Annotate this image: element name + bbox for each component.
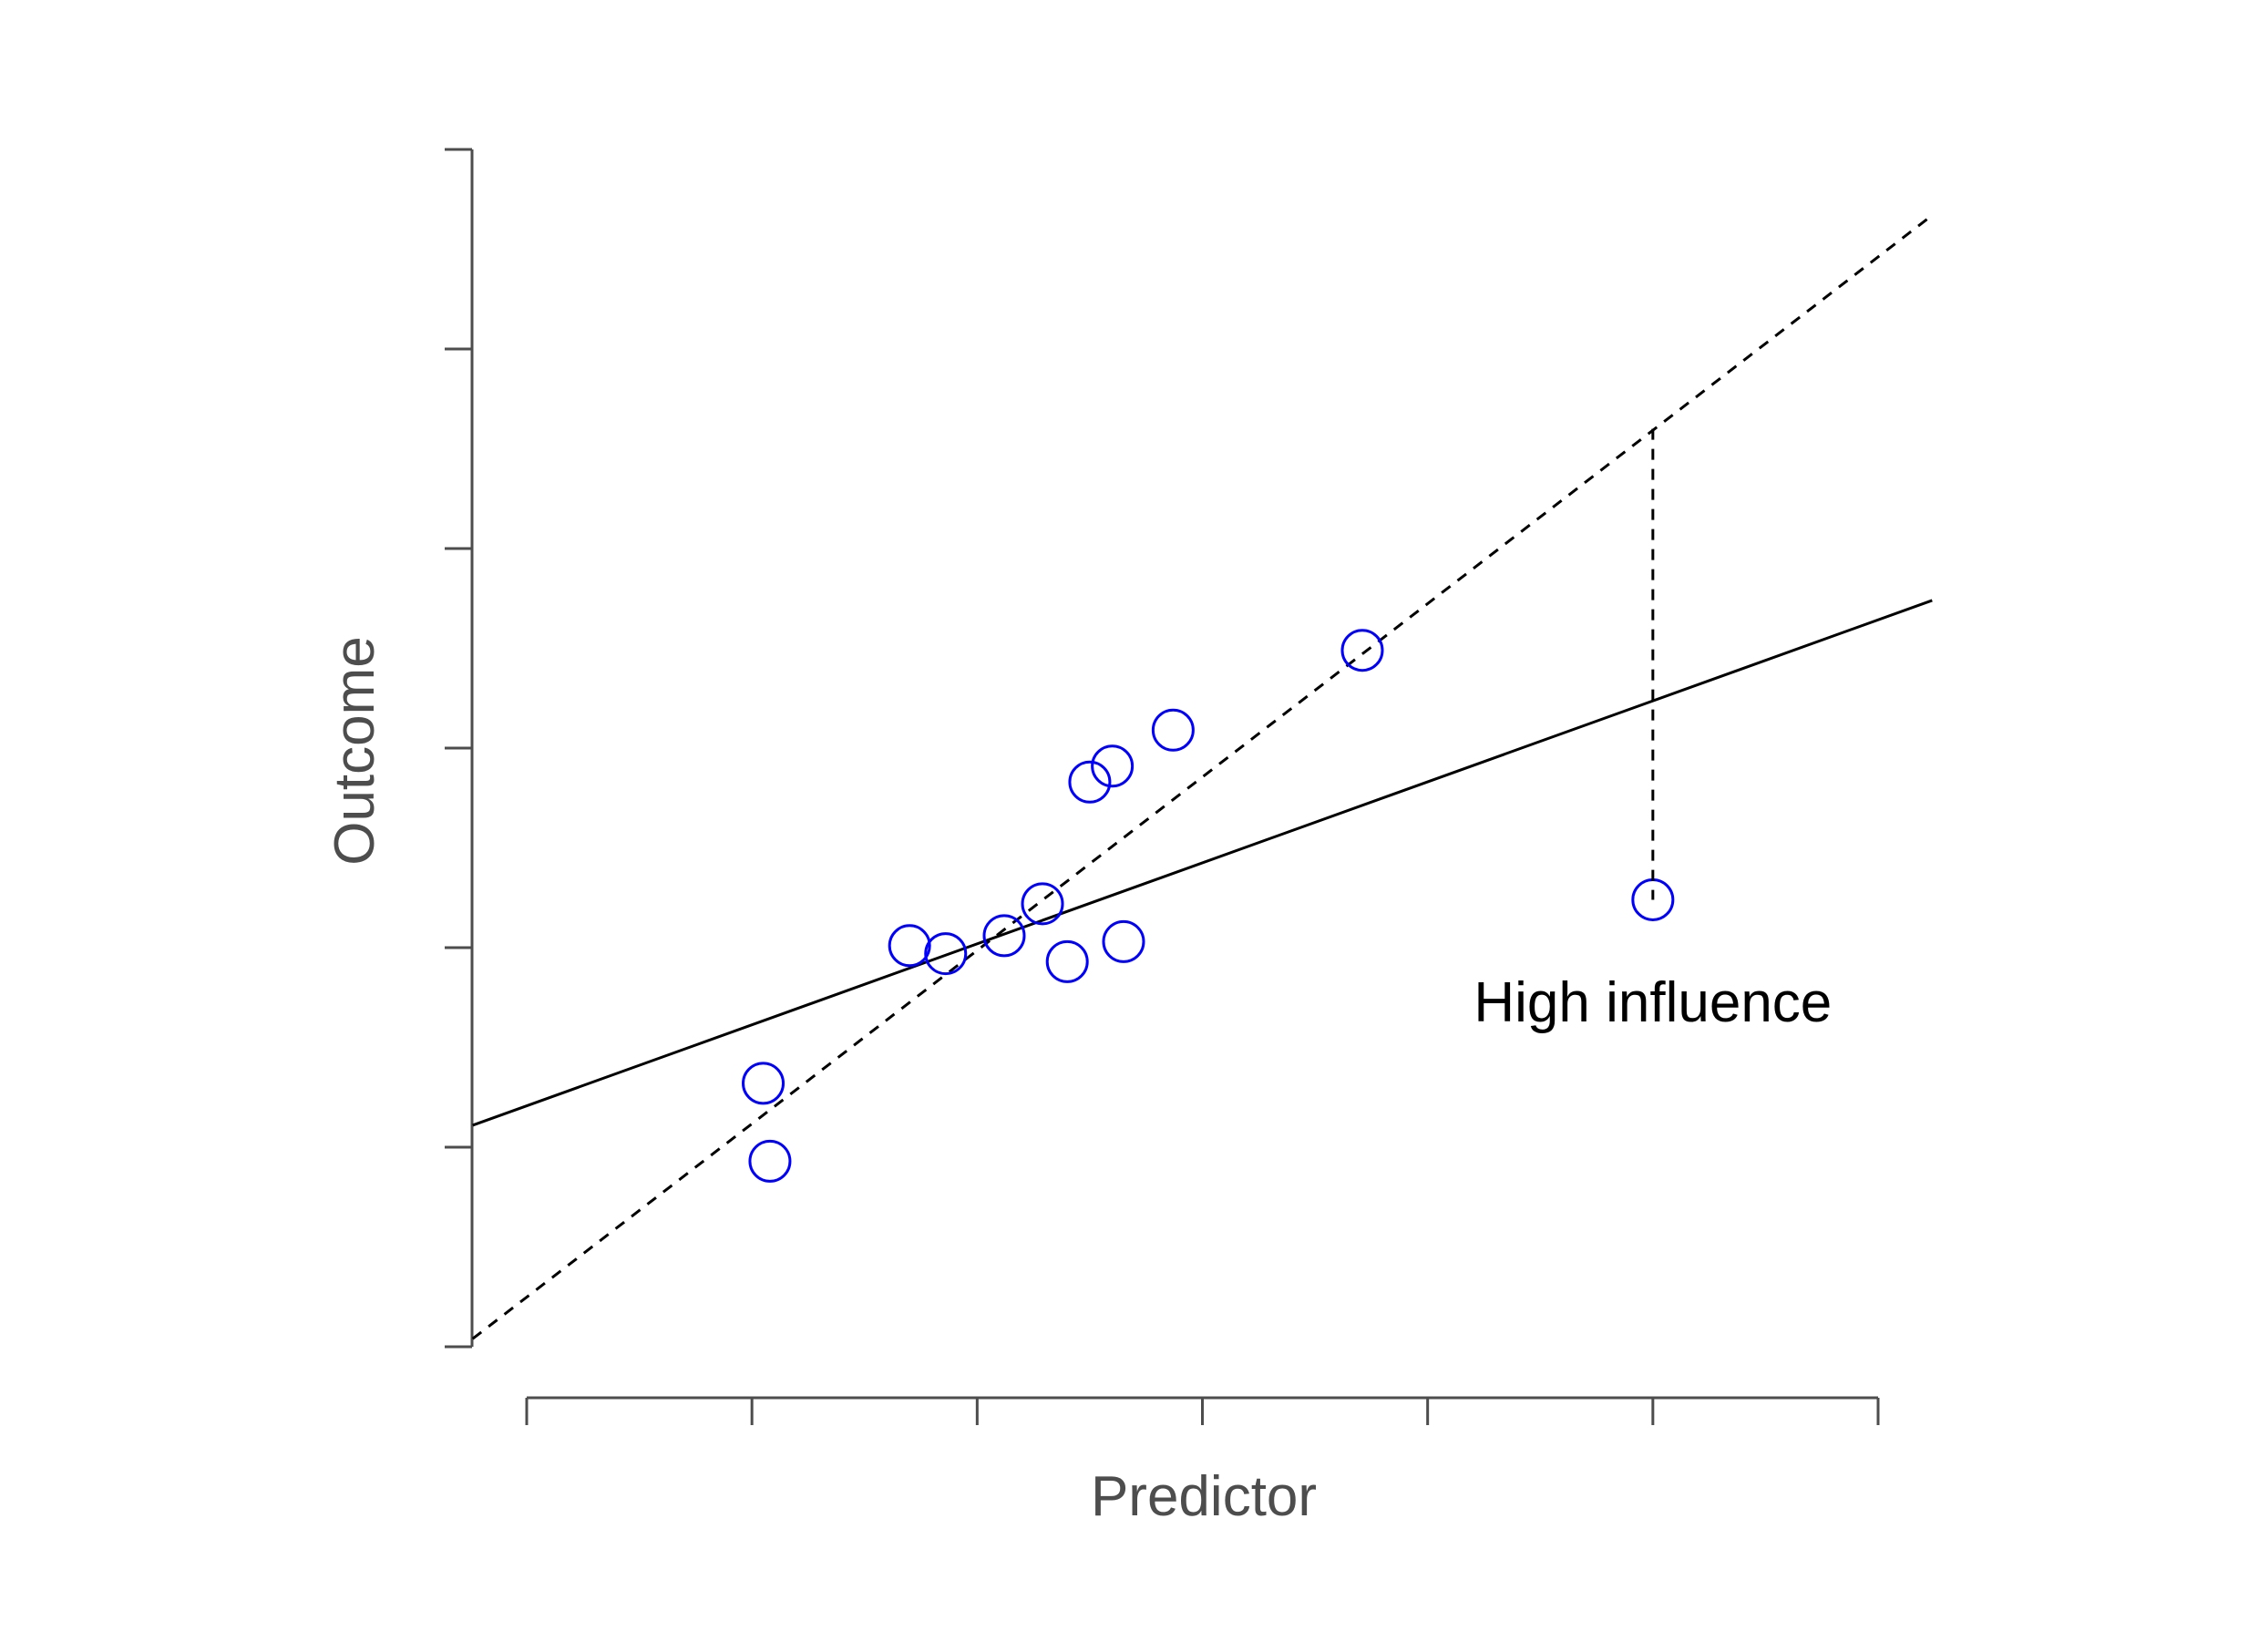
data-point [1340,629,1384,672]
annotation-label: High influence [1473,971,1832,1034]
regression-lines [472,214,1933,1340]
data-point [1102,919,1145,963]
data-point [924,932,968,976]
data-point [1091,744,1135,788]
regression-line-all-points [472,599,1933,1127]
data-point [982,914,1026,958]
data-point [1045,939,1089,983]
data-point [888,924,931,968]
data-point [1021,882,1064,926]
x-axis-label: Predictor [1091,1465,1317,1528]
data-point [1068,760,1112,804]
data-point [742,1062,786,1105]
axes [445,148,1880,1425]
labels: Predictor Outcome High influence [323,636,1832,1528]
regression-line-without-influential [472,214,1933,1340]
data-points [742,629,1675,1183]
y-axis-label: Outcome [323,636,386,866]
data-point [1151,708,1195,752]
data-point [748,1139,792,1183]
